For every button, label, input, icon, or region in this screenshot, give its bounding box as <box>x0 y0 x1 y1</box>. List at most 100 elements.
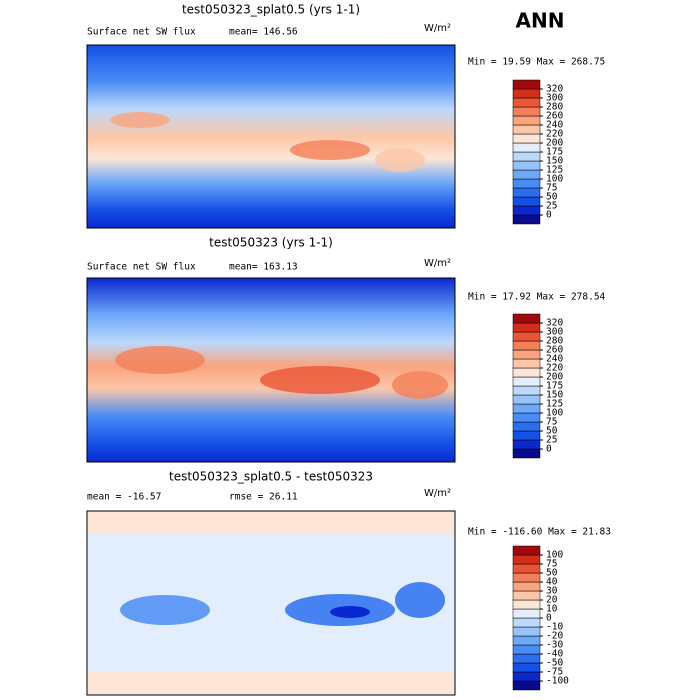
colorbar-box <box>512 599 541 610</box>
min-max: Min = -116.60 Max = 21.83 <box>468 527 611 538</box>
colorbar-label: 50 <box>546 426 558 437</box>
colorbar-box <box>512 563 541 574</box>
colorbar-label: 175 <box>546 147 563 158</box>
panel-stat: mean= 146.56 <box>229 27 298 38</box>
colorbar-label: 240 <box>546 354 563 365</box>
unit-label: W/m² <box>424 23 451 34</box>
colorbar-label: 280 <box>546 336 563 347</box>
colorbar-box <box>512 205 541 216</box>
colorbar-label: 0 <box>546 210 552 221</box>
colorbar-label: 320 <box>546 84 563 95</box>
colorbar-box <box>512 608 541 619</box>
panel-left-label: mean = -16.57 <box>87 492 161 503</box>
colorbar-label: -100 <box>546 676 569 687</box>
colorbar-box <box>512 385 541 396</box>
panel-left-label: Surface net SW flux <box>87 262 196 273</box>
colorbar-label: 75 <box>546 559 557 570</box>
colorbar-box <box>512 79 541 90</box>
colorbar-label: 200 <box>546 138 563 149</box>
colorbar-box <box>512 572 541 583</box>
colorbar-label: 25 <box>546 435 557 446</box>
colorbar-label: 125 <box>546 165 563 176</box>
colorbar-box <box>512 358 541 369</box>
colorbar-box <box>512 106 541 117</box>
colorbar-label: 100 <box>546 174 563 185</box>
colorbar-label: -40 <box>546 649 563 660</box>
map <box>86 277 456 463</box>
colorbar-box <box>512 187 541 198</box>
colorbar-label: 125 <box>546 399 563 410</box>
colorbar-box <box>512 671 541 682</box>
colorbar-box <box>512 376 541 387</box>
panel-stat: rmse = 26.11 <box>229 492 298 503</box>
colorbar-box <box>512 214 541 225</box>
unit-label: W/m² <box>424 488 451 499</box>
colorbar-label: 0 <box>546 613 552 624</box>
colorbar-label: -30 <box>546 640 563 651</box>
colorbar-box <box>512 430 541 441</box>
colorbar-box <box>512 635 541 646</box>
map <box>86 510 456 696</box>
colorbar-label: 10 <box>546 604 558 615</box>
colorbar-box <box>512 644 541 655</box>
colorbar-box <box>512 97 541 108</box>
panel-title: test050323_splat0.5 (yrs 1-1) <box>182 3 360 17</box>
colorbar-box <box>512 133 541 144</box>
colorbar-box <box>512 331 541 342</box>
min-max: Min = 17.92 Max = 278.54 <box>468 292 606 303</box>
colorbar-label: -20 <box>546 631 563 642</box>
colorbar-box <box>512 653 541 664</box>
colorbar-label: 300 <box>546 327 563 338</box>
colorbar-label: 20 <box>546 595 558 606</box>
colorbar-label: 300 <box>546 93 563 104</box>
colorbar-label: 260 <box>546 111 563 122</box>
colorbar-box <box>512 412 541 423</box>
colorbar-label: -75 <box>546 667 563 678</box>
colorbar-label: 75 <box>546 417 557 428</box>
colorbar-box <box>512 124 541 135</box>
colorbar-box <box>512 421 541 432</box>
colorbar-box <box>512 169 541 180</box>
map <box>86 44 456 229</box>
colorbar-box <box>512 142 541 153</box>
colorbar-box <box>512 115 541 126</box>
colorbar-label: 240 <box>546 120 563 131</box>
panel-left-label: Surface net SW flux <box>87 27 196 38</box>
season-label: ANN <box>516 9 565 33</box>
colorbar-box <box>512 680 541 691</box>
colorbar-box <box>512 340 541 351</box>
colorbar-label: -10 <box>546 622 563 633</box>
colorbar-label: 260 <box>546 345 563 356</box>
colorbar-box <box>512 590 541 601</box>
colorbar-label: 150 <box>546 156 563 167</box>
colorbar-label: 220 <box>546 129 563 140</box>
colorbar-label: 200 <box>546 372 563 383</box>
colorbar-label: 220 <box>546 363 563 374</box>
colorbar-label: 25 <box>546 201 557 212</box>
colorbar-box <box>512 617 541 628</box>
colorbar-label: 40 <box>546 577 558 588</box>
colorbar-box <box>512 349 541 360</box>
colorbar-label: 280 <box>546 102 563 113</box>
colorbar-box <box>512 448 541 459</box>
colorbar-label: 100 <box>546 408 563 419</box>
colorbar-label: 0 <box>546 444 552 455</box>
unit-label: W/m² <box>424 258 451 269</box>
colorbar-label: 50 <box>546 192 558 203</box>
colorbar-label: 150 <box>546 390 563 401</box>
colorbar-box <box>512 313 541 324</box>
colorbar-box <box>512 196 541 207</box>
colorbar-box <box>512 626 541 637</box>
colorbar-label: 75 <box>546 183 557 194</box>
colorbar-box <box>512 367 541 378</box>
colorbar-label: 100 <box>546 550 563 561</box>
colorbar-box <box>512 151 541 162</box>
colorbar-label: 30 <box>546 586 558 597</box>
panel-title: test050323 (yrs 1-1) <box>209 236 333 250</box>
colorbar-box <box>512 178 541 189</box>
min-max: Min = 19.59 Max = 268.75 <box>468 57 605 68</box>
colorbar-box <box>512 662 541 673</box>
panel-title: test050323_splat0.5 - test050323 <box>169 470 373 484</box>
